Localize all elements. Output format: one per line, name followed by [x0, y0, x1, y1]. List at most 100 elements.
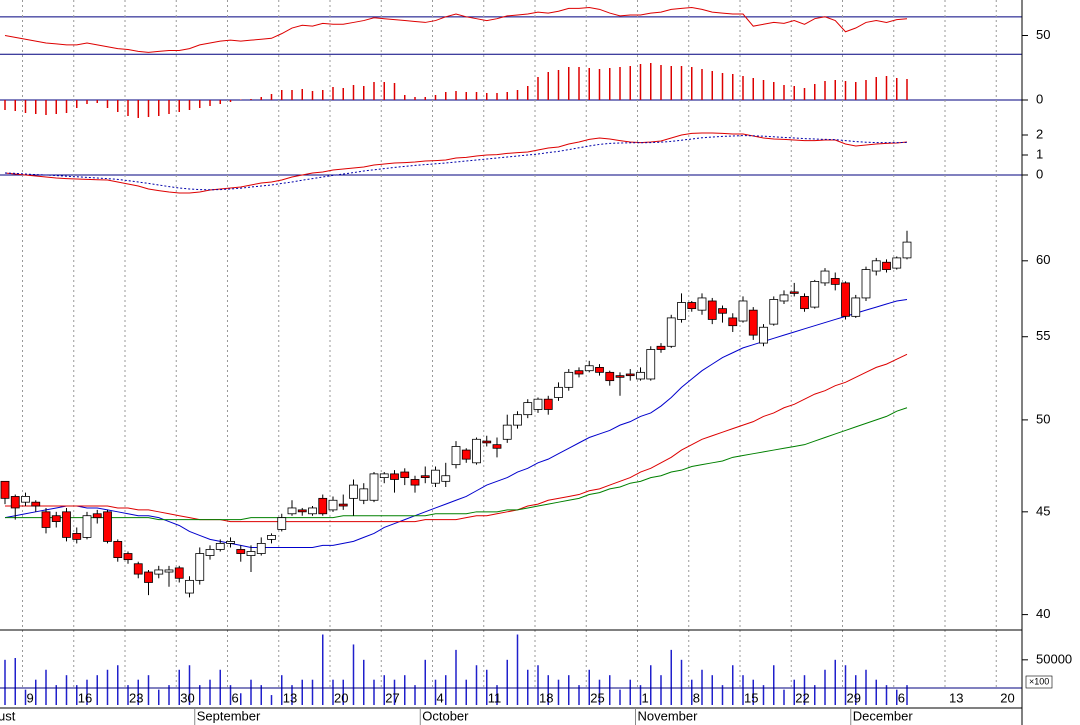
bar	[137, 100, 139, 118]
bar	[814, 685, 816, 705]
bar	[547, 675, 549, 705]
bar	[96, 675, 98, 705]
bar	[670, 649, 672, 705]
bar	[721, 685, 724, 705]
x-tick-label: 20	[1000, 690, 1014, 705]
bar	[732, 665, 734, 705]
bar	[650, 665, 652, 705]
y-unit-label: ×100	[1029, 676, 1049, 686]
bar	[475, 92, 478, 100]
candle-body	[861, 269, 871, 299]
candle-body	[349, 484, 358, 499]
candle-body	[10, 496, 20, 509]
bar	[35, 100, 37, 114]
bar	[332, 679, 334, 705]
bar	[76, 685, 78, 705]
y-tick-label: 1	[1036, 146, 1043, 161]
x-tick-label: 30	[180, 690, 194, 705]
bar	[229, 100, 232, 102]
candle-body	[554, 386, 563, 398]
x-tick-label: 6	[232, 690, 239, 705]
bar	[445, 92, 447, 100]
candle-body	[226, 541, 235, 544]
bar	[885, 685, 888, 705]
bar	[629, 679, 631, 705]
bar	[896, 78, 898, 100]
candle-body	[195, 553, 205, 581]
candle-body	[297, 509, 307, 513]
x-tick-label: 15	[744, 690, 758, 705]
bar	[609, 68, 611, 100]
bar	[45, 100, 47, 115]
bar	[168, 100, 170, 114]
bar	[322, 634, 324, 705]
bar	[414, 685, 416, 705]
x-tick-label: 6	[898, 690, 905, 705]
bar	[557, 70, 560, 100]
bar	[578, 67, 580, 100]
x-tick-label: 22	[795, 690, 809, 705]
month-label: September	[197, 708, 261, 723]
bar	[639, 64, 642, 100]
bar	[55, 685, 57, 705]
bar	[137, 679, 139, 705]
bar	[711, 675, 713, 705]
unit-box	[1025, 675, 1053, 689]
candle-body	[308, 507, 317, 515]
bar	[178, 100, 180, 112]
bar	[660, 675, 662, 705]
bar	[680, 659, 683, 705]
candle-body	[748, 309, 758, 336]
month-label: November	[638, 708, 699, 723]
candle-body	[615, 375, 625, 378]
bar	[291, 90, 293, 100]
bar	[352, 85, 355, 100]
candle-body	[51, 515, 61, 522]
bar	[240, 99, 242, 100]
bar	[301, 679, 303, 705]
candle-body	[123, 553, 133, 561]
candle-body	[164, 569, 174, 573]
candle-body	[820, 270, 830, 284]
bar	[404, 675, 406, 705]
candle-body	[62, 511, 71, 538]
y-tick-label: 60	[1036, 252, 1050, 267]
candle-body	[769, 299, 779, 325]
bar	[557, 679, 560, 705]
bar	[711, 71, 713, 100]
moving-average-line	[4, 298, 908, 548]
bar	[844, 81, 847, 100]
bar	[219, 100, 221, 104]
bar	[240, 693, 242, 705]
x-tick-label: 13	[949, 690, 963, 705]
candle-body	[113, 541, 123, 559]
bar	[14, 100, 16, 111]
bar	[834, 80, 836, 100]
bar	[24, 100, 27, 113]
bar	[199, 100, 201, 108]
bar	[650, 63, 652, 100]
bar	[691, 67, 693, 100]
month-label: ust	[0, 708, 16, 723]
bar	[65, 675, 68, 705]
candle-body	[256, 543, 266, 554]
bar	[793, 86, 795, 100]
bar	[506, 659, 508, 705]
y-tick-label: 0	[1036, 91, 1043, 106]
indicator-line	[4, 6, 908, 53]
indicator-line	[4, 132, 908, 194]
candle-body	[492, 444, 502, 449]
candle-body	[410, 479, 420, 486]
y-tick-label: 2	[1036, 126, 1043, 141]
grid-layer	[0, 0, 1022, 688]
bar	[619, 67, 621, 100]
bar	[762, 80, 765, 100]
candle-body	[41, 511, 51, 528]
moving-average-line	[5, 353, 908, 523]
bar	[96, 100, 98, 103]
x-tick-label: 23	[129, 690, 143, 705]
candle-body	[892, 257, 902, 269]
candle-body	[133, 563, 143, 575]
bar	[619, 689, 621, 705]
